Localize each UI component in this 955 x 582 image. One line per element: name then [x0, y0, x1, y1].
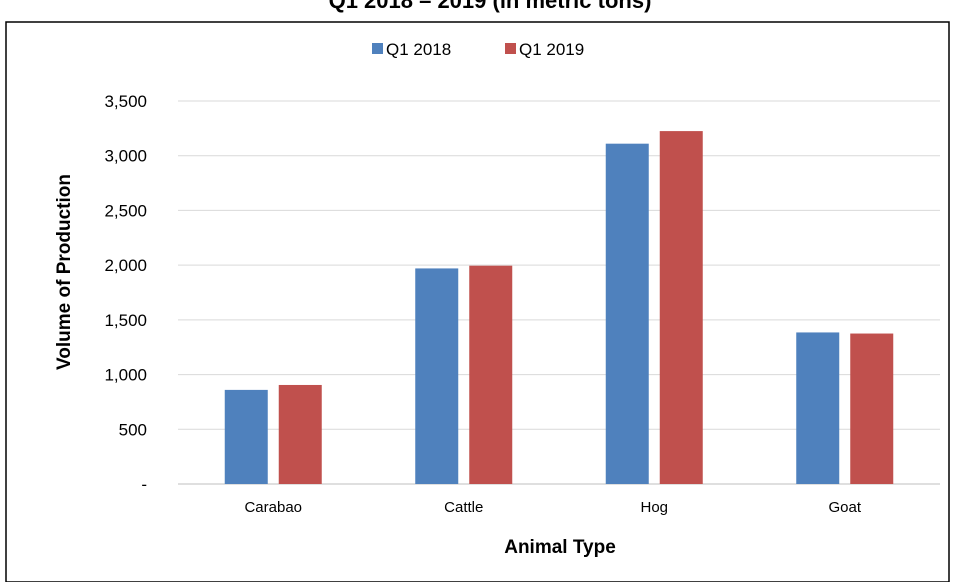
x-tick-label: Hog [640, 499, 668, 516]
y-tick-label: 1,000 [104, 366, 147, 385]
x-axis-title: Animal Type [504, 537, 616, 558]
legend: Q1 2018 Q1 2019 [372, 40, 584, 59]
x-axis-ticks: Carabao Cattle Hog Goat [244, 499, 861, 516]
bar-cattle-2 [469, 265, 513, 484]
legend-swatch [372, 43, 383, 54]
y-tick-label: 2,500 [104, 201, 147, 220]
bars [224, 131, 894, 485]
y-axis-title: Volume of Production [54, 174, 75, 370]
y-axis-ticks: - 500 1,000 1,500 2,000 2,500 3,000 3,500 [104, 92, 147, 494]
legend-label: Q1 2018 [386, 40, 451, 59]
legend-swatch [505, 43, 516, 54]
x-tick-label: Carabao [244, 499, 302, 516]
bar-carabao-1 [224, 389, 268, 484]
chart-title: Q1 2018 – 2019 (in metric tons) [329, 0, 652, 13]
y-tick-label: 3,500 [104, 92, 147, 111]
x-tick-label: Goat [828, 499, 861, 516]
bar-hog-1 [605, 143, 649, 485]
legend-label: Q1 2019 [519, 40, 584, 59]
y-tick-label: 500 [119, 420, 147, 439]
y-tick-label: 2,000 [104, 256, 147, 275]
y-tick-label: - [141, 475, 147, 494]
y-tick-label: 3,000 [104, 147, 147, 166]
bar-goat-2 [850, 333, 894, 484]
y-tick-label: 1,500 [104, 311, 147, 330]
bar-cattle-1 [415, 268, 459, 484]
bar-hog-2 [659, 131, 703, 485]
x-tick-label: Cattle [444, 499, 483, 516]
bar-carabao-2 [278, 384, 322, 484]
bar-goat-1 [796, 332, 840, 484]
